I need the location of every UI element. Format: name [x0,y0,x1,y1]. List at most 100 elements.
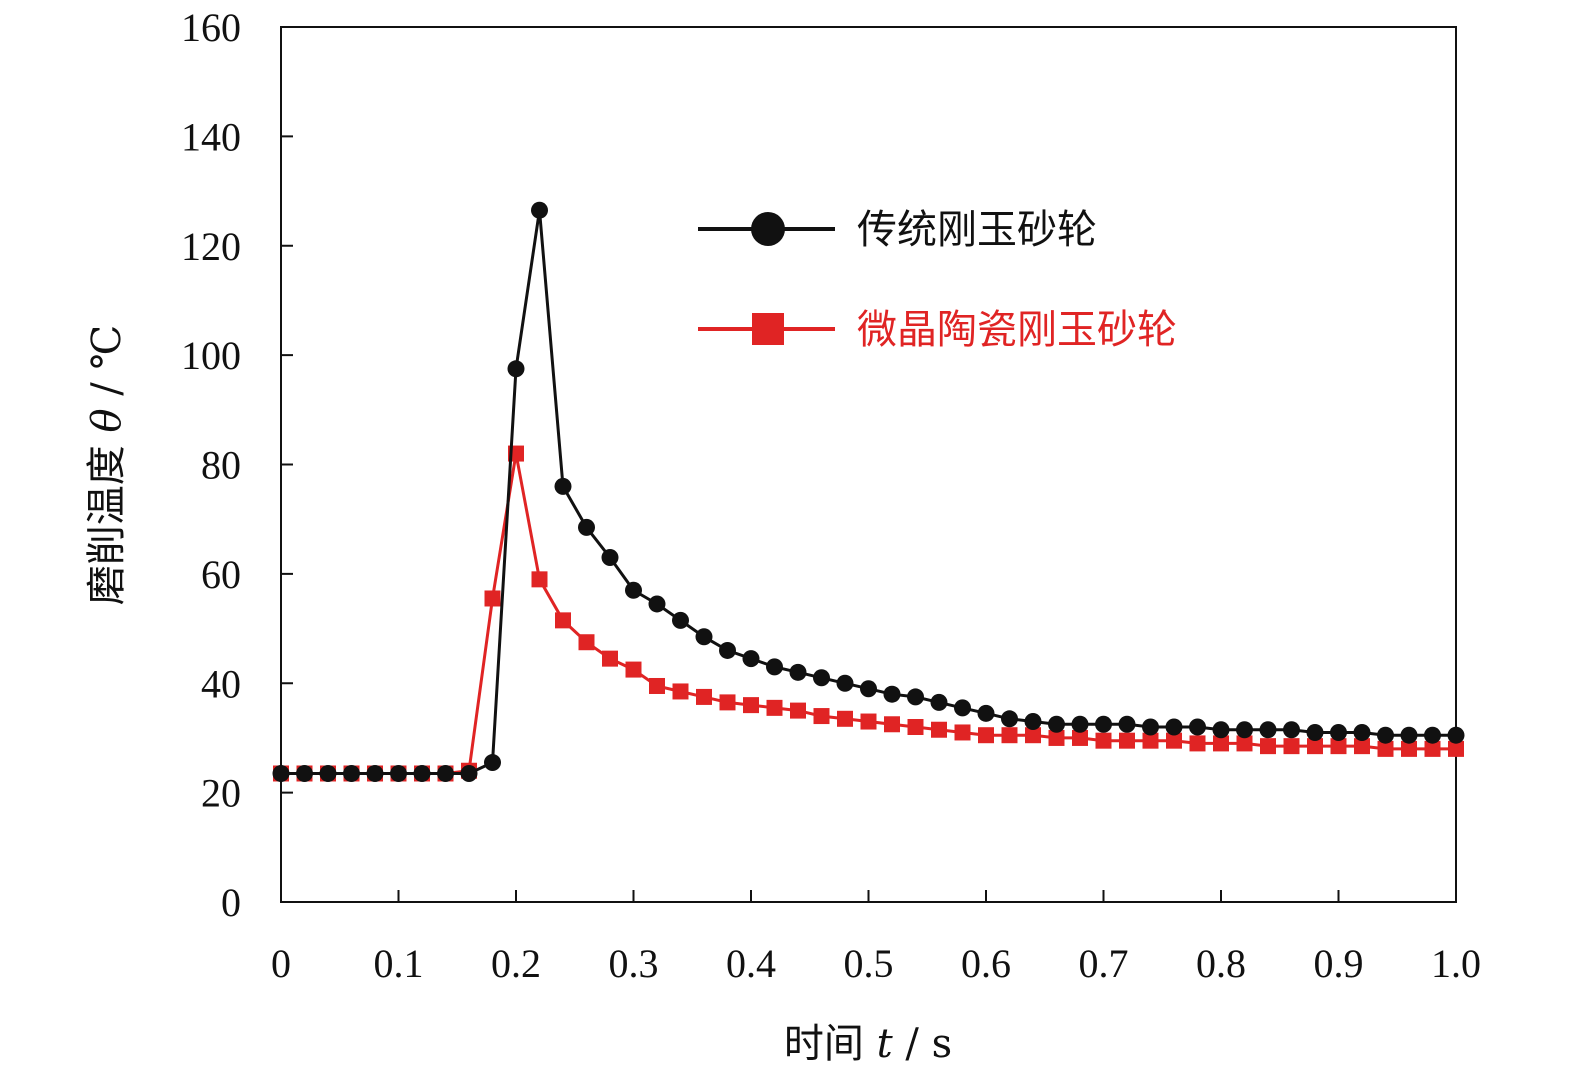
data-point [1330,738,1347,755]
data-point [343,764,360,782]
y-tick-label: 140 [181,114,241,159]
y-tick-label: 80 [201,443,241,488]
data-point [789,663,807,681]
y-tick-label: 20 [201,771,241,816]
data-point [601,548,619,566]
data-point [578,634,595,651]
data-point [1283,721,1300,739]
data-point [625,581,642,599]
data-point [1072,729,1088,746]
data-point [860,680,877,698]
data-point [484,754,501,772]
data-point [1001,710,1018,728]
data-point [672,683,689,700]
data-point [1306,723,1324,741]
legend-label: 微晶陶瓷刚玉砂轮 [857,307,1177,353]
data-point [578,518,595,536]
data-point [531,201,548,219]
x-tick-label: 0.6 [961,941,1011,986]
data-point [696,688,712,705]
y-axis-title-var: θ [84,408,130,432]
data-point [1142,718,1159,736]
data-point [1330,723,1347,741]
data-point [1307,738,1323,755]
data-point [1424,726,1441,744]
data-point [742,650,760,668]
data-point [390,764,407,782]
data-point [1400,726,1418,744]
data-point [272,764,290,782]
data-point [1071,715,1089,733]
data-point [1260,738,1276,755]
data-point [883,685,901,703]
data-point [813,708,830,725]
data-point [954,724,971,741]
data-point [1024,713,1042,731]
x-tick-label: 0.2 [491,941,541,986]
data-point [554,477,572,495]
data-point [460,764,478,782]
axes: 0 0.1 0.2 0.3 0.4 0.5 0.6 0.7 0.8 0.9 1.0 0 20 40 60 80… [181,5,1481,986]
y-axis-title-prefix: 磨削温度 [84,433,130,606]
data-point [1212,721,1230,739]
data-point [1189,718,1206,736]
data-point [1165,718,1183,736]
data-point [907,688,924,706]
data-point [954,699,971,717]
data-point [296,764,313,782]
data-point [813,669,830,687]
x-tick-label: 1.0 [1431,941,1481,986]
data-point [1424,740,1441,757]
data-point [837,710,853,727]
data-point [555,612,571,629]
data-point [1001,727,1018,744]
data-point [319,764,337,782]
data-point [1142,732,1159,749]
data-point [625,661,642,678]
x-tick-label: 0.7 [1079,941,1129,986]
x-tick-label: 0.9 [1314,941,1364,986]
x-axis-title: 时间 t / s [784,1021,952,1067]
data-point [1166,732,1182,749]
data-point [1401,740,1417,757]
data-point [649,677,665,694]
data-point [1236,735,1253,752]
data-point [1236,721,1253,739]
y-tick-label: 40 [201,661,241,706]
data-point [1118,715,1136,733]
data-point [1354,738,1370,755]
data-point [1377,740,1394,757]
data-point [648,595,666,613]
x-axis-title-var: t [877,1021,894,1067]
x-tick-label: 0.4 [726,941,776,986]
y-tick-label: 160 [181,5,241,50]
data-point [884,716,900,733]
y-axis-title: 磨削温度 θ / ℃ [84,325,130,605]
data-point [484,590,501,607]
data-point [1377,726,1394,744]
y-axis-title-unit: / ℃ [84,325,130,409]
data-point [977,704,995,722]
data-point [531,571,548,588]
x-tick-label: 0.1 [374,941,424,986]
data-point [1048,729,1065,746]
data-point [1283,738,1300,755]
data-point [790,702,806,719]
x-axis-title-prefix: 时间 [784,1021,877,1067]
data-point [907,719,924,735]
x-tick-label: 0 [271,941,291,986]
legend-marker [752,313,784,345]
y-tick-label: 120 [181,224,241,269]
x-tick-label: 0.5 [844,941,894,986]
series-layer [272,201,1465,782]
x-tick-label: 0.3 [609,941,659,986]
data-point [695,628,713,646]
data-point [719,641,736,659]
data-point [1119,732,1135,749]
data-point [1259,721,1277,739]
data-point [1025,727,1041,744]
legend-marker [751,212,785,246]
data-point [602,650,618,667]
legend-label: 传统刚玉砂轮 [857,207,1097,253]
